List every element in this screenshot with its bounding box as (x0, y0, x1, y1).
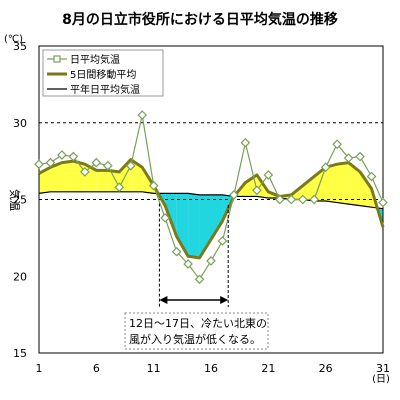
y-tick-label: 30 (13, 117, 27, 130)
y-unit-label: (℃) (4, 34, 23, 45)
fill-above-normal (96, 170, 108, 192)
fill-above-normal (348, 162, 361, 206)
x-tick-label: 16 (204, 362, 218, 375)
fill-below-normal (211, 194, 223, 240)
highlight-arrow-left (159, 296, 168, 304)
x-unit-label: (日) (372, 374, 390, 385)
fill-above-normal (50, 162, 62, 192)
daily-point (160, 213, 170, 223)
daily-point (297, 194, 308, 205)
daily-point (274, 194, 285, 205)
daily-point (366, 171, 377, 182)
daily-point (332, 139, 342, 150)
fill-above-normal (325, 164, 338, 203)
daily-point (320, 162, 331, 173)
daily-point (102, 160, 113, 171)
daily-point (355, 151, 365, 162)
daily-point (34, 159, 44, 170)
fill-above-normal (39, 167, 51, 194)
fill-areas (39, 159, 383, 258)
x-tick-label: 1 (36, 362, 43, 375)
legend: 日平均気温 5日間移動平均 平年日平均気温 (42, 49, 164, 97)
y-tick-label: 15 (13, 347, 27, 360)
annotation-line-1: 12日～17日、冷たい北東の (129, 317, 267, 330)
daily-point (148, 180, 159, 191)
daily-point (240, 137, 251, 148)
chart-title: 8月の日立市役所における日平均気温の推移 (62, 11, 338, 28)
y-axis-title: 気温 (8, 189, 22, 211)
daily-point (80, 167, 90, 177)
daily-point (45, 157, 56, 168)
x-tick-label: 21 (261, 362, 275, 375)
series-normal (38, 191, 384, 210)
x-tick-label: 31 (376, 362, 390, 375)
fill-above-normal (337, 162, 349, 205)
daily-point (309, 194, 320, 205)
legend-normal-label: 平年日平均気温 (70, 83, 140, 96)
x-tick-label: 11 (147, 362, 161, 375)
daily-point (114, 182, 125, 193)
daily-point (194, 274, 205, 285)
fill-above-normal (360, 171, 372, 208)
y-tick-label: 20 (13, 270, 27, 283)
daily-point (171, 246, 182, 257)
daily-point (263, 170, 274, 180)
highlight-range (158, 203, 229, 307)
x-tick-label: 6 (93, 362, 100, 375)
annotation-box (124, 312, 269, 350)
daily-point (125, 160, 136, 171)
fill-above-normal (302, 176, 315, 202)
legend-moving-average-label: 5日間移動平均 (70, 68, 136, 81)
daily-point (343, 153, 354, 163)
fill-below-normal (188, 193, 200, 258)
daily-point (252, 185, 262, 196)
daily-point (378, 197, 388, 208)
daily-point (91, 157, 102, 168)
x-tick-label: 26 (319, 362, 333, 375)
daily-point (217, 236, 228, 246)
fill-above-normal (61, 161, 74, 192)
highlight-arrow-right (220, 296, 229, 304)
legend-daily-marker (53, 55, 61, 63)
daily-point (57, 150, 67, 160)
legend-daily-label: 日平均気温 (70, 53, 120, 66)
fill-above-normal (73, 161, 85, 192)
daily-point (137, 110, 148, 120)
daily-point (183, 259, 193, 269)
x-tick-labels: 1 6 11 16 21 26 31 (36, 362, 391, 375)
daily-point (68, 151, 79, 162)
y-tick-labels: 15 20 25 30 35 (13, 40, 27, 360)
normal-line (38, 191, 384, 210)
y-tick-label: 25 (13, 194, 27, 207)
annotation: 12日～17日、冷たい北東の 風が入り気温が低くなる。 (124, 312, 269, 350)
annotation-line-2: 風が入り気温が低くなる。 (129, 332, 261, 346)
y-tick-label: 35 (13, 40, 27, 53)
daily-point (229, 190, 239, 200)
daily-point (206, 256, 216, 266)
series-daily-mean (34, 110, 388, 285)
daily-point (286, 194, 297, 205)
